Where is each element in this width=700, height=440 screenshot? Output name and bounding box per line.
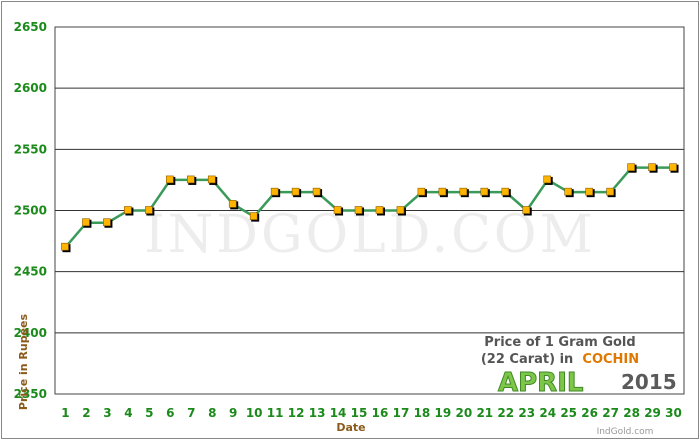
data-point	[417, 187, 427, 198]
data-point	[61, 242, 71, 253]
data-point	[312, 187, 323, 198]
x-tick-label: 4	[124, 406, 132, 420]
x-tick-label: 2	[82, 406, 90, 420]
x-tick-label: 11	[267, 406, 284, 420]
x-tick-label: 16	[372, 406, 389, 420]
data-point	[270, 187, 281, 198]
caption-year: 2015	[621, 370, 677, 394]
y-tick-label: 2500	[14, 204, 47, 218]
data-point	[522, 206, 532, 216]
data-point	[103, 218, 113, 228]
data-point	[145, 206, 155, 216]
caption-line2: (22 Carat) in COCHIN	[481, 348, 639, 367]
data-point	[438, 187, 448, 198]
data-point	[207, 175, 218, 185]
data-point	[627, 163, 637, 173]
x-tick-label: 27	[602, 406, 619, 420]
caption-month: APRIL	[498, 368, 583, 398]
x-axis-ticks: 1 2 3 4 5 6 7 8 9 10 11 12 13 14 15 16 17 18 19 20 21 22 23 24 2…	[61, 406, 682, 420]
data-point	[333, 206, 344, 216]
x-tick-label: 26	[581, 406, 598, 420]
data-point	[186, 175, 197, 185]
data-point	[291, 187, 302, 198]
data-point	[249, 212, 260, 222]
caption-site: IndGold.com	[597, 427, 654, 437]
x-tick-label: 9	[229, 406, 237, 420]
x-tick-label: 30	[665, 406, 682, 420]
data-point	[564, 187, 574, 198]
y-tick-label: 2550	[14, 142, 47, 156]
x-axis-title: Date	[336, 421, 365, 434]
x-tick-label: 3	[103, 406, 111, 420]
x-tick-label: 19	[435, 406, 452, 420]
x-tick-label: 22	[497, 406, 514, 420]
x-tick-label: 1	[61, 406, 69, 420]
data-point	[375, 206, 385, 216]
y-tick-label: 2600	[14, 81, 47, 95]
y-axis-title: Price in Rupees	[17, 313, 30, 410]
data-point	[228, 200, 239, 210]
x-tick-label: 25	[560, 406, 577, 420]
caption-line1: Price of 1 Gram Gold	[484, 335, 635, 350]
data-point	[606, 187, 616, 198]
y-axis-ticks: 2350 2400 2450 2500 2550 2600 2650	[14, 20, 47, 401]
x-tick-label: 12	[288, 406, 305, 420]
x-tick-label: 20	[455, 406, 472, 420]
x-tick-label: 8	[208, 406, 216, 420]
y-tick-label: 2400	[14, 326, 47, 340]
x-tick-label: 6	[166, 406, 174, 420]
x-tick-label: 13	[309, 406, 326, 420]
series-layer	[61, 163, 679, 253]
y-tick-label: 2450	[14, 265, 47, 279]
data-point	[354, 206, 365, 216]
caption-box: Price of 1 Gram Gold (22 Carat) in COCHI…	[481, 335, 677, 437]
caption-line2-prefix: (22 Carat) in	[481, 352, 573, 367]
data-point	[501, 187, 511, 198]
gridlines	[55, 87, 684, 334]
x-tick-label: 10	[246, 406, 263, 420]
data-point	[480, 187, 490, 198]
x-tick-label: 24	[539, 406, 556, 420]
x-tick-label: 17	[393, 406, 410, 420]
data-point	[585, 187, 595, 198]
x-tick-label: 23	[518, 406, 535, 420]
data-point	[82, 218, 92, 228]
data-point	[669, 163, 679, 173]
data-point	[648, 163, 658, 173]
data-point	[166, 175, 176, 185]
x-tick-label: 14	[330, 406, 347, 420]
x-tick-label: 29	[644, 406, 661, 420]
x-tick-label: 21	[476, 406, 493, 420]
caption-city: COCHIN	[582, 352, 639, 367]
data-point	[543, 175, 553, 185]
x-tick-label: 7	[187, 406, 195, 420]
data-point	[459, 187, 469, 198]
data-point	[396, 206, 406, 216]
watermark: INDGOLD.COM	[144, 205, 595, 265]
y-tick-label: 2650	[14, 20, 47, 34]
x-tick-label: 28	[623, 406, 640, 420]
x-tick-label: 15	[351, 406, 368, 420]
x-tick-label: 18	[414, 406, 431, 420]
y-tick-label: 2350	[14, 387, 47, 401]
data-point	[124, 206, 134, 216]
x-tick-label: 5	[145, 406, 153, 420]
